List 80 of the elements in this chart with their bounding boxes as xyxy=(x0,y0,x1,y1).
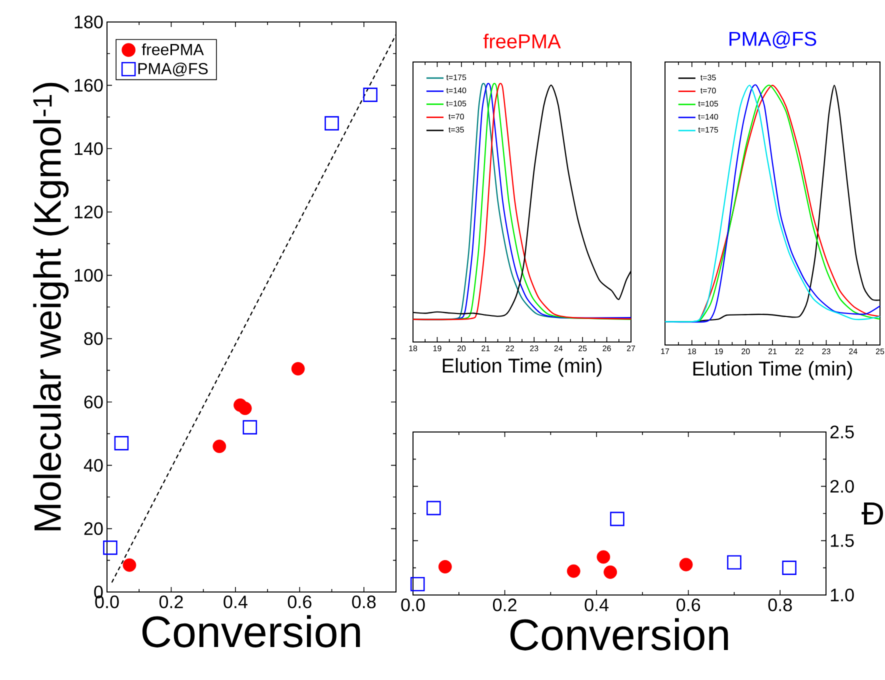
point xyxy=(291,362,305,376)
x-tick-label: 23 xyxy=(822,348,830,354)
x-tick-label: 0.2 xyxy=(492,598,516,612)
point xyxy=(410,576,425,592)
point xyxy=(782,560,796,575)
y-tick-label: 40 xyxy=(84,458,103,472)
x-tick-label: 0.8 xyxy=(352,596,376,608)
y2-tick-label: 1.5 xyxy=(830,534,854,547)
x-tick-label: 21 xyxy=(482,346,490,352)
legend-label: t=105 xyxy=(698,100,718,107)
point xyxy=(610,512,624,526)
chart-title: freePMA xyxy=(483,34,561,48)
point xyxy=(363,88,378,102)
point xyxy=(727,555,742,570)
x-tick-label: 26 xyxy=(602,346,611,352)
legend-label: t=35 xyxy=(448,126,464,133)
y-axis-title: Molecular weight (Kgmol$^{-1}$) xyxy=(33,82,69,530)
point xyxy=(212,440,226,454)
x-axis-title: Elution Time (min) xyxy=(442,358,602,377)
y-tick-label: 180 xyxy=(74,16,103,28)
x-tick-label: 0.6 xyxy=(288,596,312,608)
x-tick-label: 17 xyxy=(661,348,670,354)
y-tick-label: 20 xyxy=(84,522,103,536)
x-tick-label: 27 xyxy=(626,346,636,352)
point xyxy=(324,116,339,130)
x-tick-label: 19 xyxy=(433,346,442,352)
y-tick-label: 120 xyxy=(74,206,103,218)
legend-label: t=140 xyxy=(698,114,718,120)
legend-label: freePMA xyxy=(142,43,204,56)
y2-tick-label: 2.5 xyxy=(830,426,854,438)
x-tick-label: 18 xyxy=(409,346,418,352)
legend-label: t=175 xyxy=(698,127,718,133)
x-tick-label: 25 xyxy=(876,348,884,354)
legend-label: t=70 xyxy=(448,114,464,120)
y-tick-label: 80 xyxy=(84,332,103,346)
x-tick-label: 24 xyxy=(554,346,563,352)
point xyxy=(596,550,610,564)
y-tick-label: 160 xyxy=(74,78,103,92)
x-tick-label: 20 xyxy=(742,348,750,354)
x-tick-label: 0.4 xyxy=(584,598,609,612)
legend-label: t=175 xyxy=(446,74,466,80)
point xyxy=(604,565,618,579)
x-tick-label: 0.2 xyxy=(159,596,183,608)
x-tick-label: 22 xyxy=(506,346,514,352)
x-tick-label: 23 xyxy=(530,346,538,352)
legend-label: t=70 xyxy=(700,88,716,94)
x-tick-label: 24 xyxy=(849,348,858,354)
x-tick-label: 22 xyxy=(795,348,804,354)
x-tick-label: 18 xyxy=(688,348,696,354)
x-axis-title: Elution Time (min) xyxy=(693,361,852,380)
legend-label: t=105 xyxy=(446,100,466,106)
legend-label: PMA@FS xyxy=(138,62,208,76)
x-tick-label: 0.4 xyxy=(224,596,248,608)
y-tick-label: 100 xyxy=(74,268,103,282)
point xyxy=(438,560,452,574)
legend-label: t=35 xyxy=(700,74,716,80)
y-tick-label: 60 xyxy=(84,396,103,408)
point xyxy=(238,402,252,416)
x-tick-label: 21 xyxy=(768,348,777,354)
y2-tick-label: 2.0 xyxy=(830,480,854,493)
chart-title: PMA@FS xyxy=(730,31,816,48)
x-tick-label: 19 xyxy=(714,348,723,354)
x-tick-label: 0.0 xyxy=(401,598,425,612)
x-axis-title: Conversion xyxy=(510,618,728,650)
legend-label: t=140 xyxy=(446,88,466,94)
x-tick-label: 0.8 xyxy=(768,598,792,612)
y2-tick-label: 1.0 xyxy=(830,588,854,602)
point xyxy=(122,558,136,572)
point xyxy=(679,558,693,572)
y-tick-label: 140 xyxy=(74,142,103,156)
x-axis-title: Conversion xyxy=(142,615,360,648)
x-tick-label: 0.6 xyxy=(676,598,700,612)
x-tick-label: 25 xyxy=(578,346,587,352)
point xyxy=(114,436,129,450)
x-tick-label: 20 xyxy=(457,346,466,352)
point xyxy=(103,540,118,555)
point xyxy=(426,500,441,516)
point xyxy=(242,420,258,434)
y2-axis-title: Đ xyxy=(862,502,884,525)
point xyxy=(566,564,580,578)
